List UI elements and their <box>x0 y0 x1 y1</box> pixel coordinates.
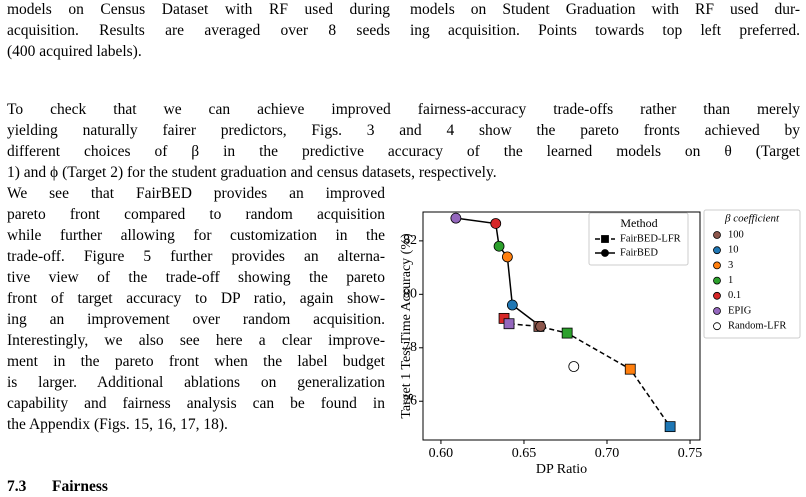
marker <box>450 212 462 224</box>
legend-marker <box>713 261 721 270</box>
paragraph-line: pareto front compared to random acquisit… <box>7 206 385 223</box>
marker <box>490 218 502 229</box>
marker <box>601 249 609 257</box>
paragraph-line: To check that we can achieve improved fa… <box>7 101 800 118</box>
series-line <box>503 317 671 428</box>
caption-line: models on Student Graduation with RF use… <box>410 1 800 18</box>
legend-label: 0.1 <box>728 290 741 301</box>
paragraph-line: is larger. Additional ablations on gener… <box>7 374 385 391</box>
paragraph-line: We see that FairBED provides an improved <box>7 185 385 202</box>
caption-line: (400 acquired labels). <box>7 43 142 60</box>
paragraph-line: while further allowing for customization… <box>7 227 385 244</box>
caption-line: acquisition. Results are averaged over 8… <box>7 22 390 39</box>
legend-title: β coefficient <box>724 213 780 225</box>
paragraph-line: yielding naturally fairer predictors, Fi… <box>7 122 800 139</box>
x-tick-label: 0.60 <box>429 446 454 461</box>
legend-label: Random-LFR <box>728 321 786 332</box>
paragraph-line: Interestingly, we also see here a clear … <box>7 332 385 349</box>
legend-marker <box>713 307 721 315</box>
paragraph-line: tive view of the trade-off showing the p… <box>7 269 385 286</box>
y-tick-label: 82 <box>403 233 417 248</box>
marker <box>506 299 518 311</box>
legend-label: FairBED-LFR <box>620 233 681 244</box>
legend-marker <box>713 322 721 331</box>
legend-label: 1 <box>728 275 733 286</box>
paragraph-line: front of target accuracy to DP ratio, ag… <box>7 290 385 307</box>
legend-marker <box>713 291 721 300</box>
y-tick-label: 80 <box>403 287 417 302</box>
y-tick-label: 76 <box>403 393 417 408</box>
legend-label: EPIG <box>728 305 752 316</box>
legend-marker <box>713 231 721 239</box>
legend-frame <box>588 212 689 266</box>
paragraph-line: ment in the pareto front when the label … <box>7 353 385 370</box>
x-tick-label: 0.75 <box>678 446 703 461</box>
x-axis-label: DP Ratio <box>536 462 587 477</box>
marker <box>535 321 546 332</box>
x-tick-label: 0.70 <box>595 446 620 461</box>
x-tick-label: 0.65 <box>512 446 537 461</box>
caption-line: ing acquisition. Points towards top left… <box>410 22 800 39</box>
paragraph-line: ing an improvement over random acquisiti… <box>7 311 385 328</box>
legend-title: Method <box>620 216 657 230</box>
marker <box>501 251 513 263</box>
marker <box>493 240 505 252</box>
paragraph-line: the Appendix (Figs. 15, 16, 17, 18). <box>7 416 228 433</box>
paragraph-line: trade-off. Figure 5 further provides an … <box>7 248 385 265</box>
legend-label: 3 <box>728 260 733 271</box>
marker <box>568 361 580 372</box>
series-line <box>455 217 542 327</box>
marker <box>664 421 676 433</box>
marker <box>601 235 609 243</box>
paragraph-line: 1) and ϕ (Target 2) for the student grad… <box>7 164 497 181</box>
legend-label: 100 <box>728 229 744 240</box>
legend-label: FairBED <box>620 247 658 258</box>
legend-marker <box>713 276 721 285</box>
legend-marker <box>713 246 721 255</box>
marker <box>624 363 636 375</box>
caption-line: models on Census Dataset with RF used du… <box>7 1 390 18</box>
paragraph-line: capability and fairness analysis can be … <box>7 395 385 412</box>
plot-frame <box>422 211 701 441</box>
legend-label: 10 <box>728 245 739 256</box>
marker <box>503 318 515 330</box>
paragraph-line: different choices of β in the predictive… <box>7 143 800 160</box>
legend-frame <box>703 209 801 339</box>
y-axis-label: Target 1 Test Time Accuracy (%) <box>399 233 414 419</box>
marker <box>561 327 573 339</box>
y-tick-label: 78 <box>403 340 417 355</box>
